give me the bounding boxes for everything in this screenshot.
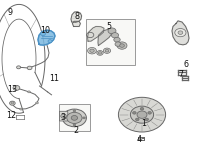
Circle shape — [73, 124, 76, 126]
Circle shape — [48, 40, 52, 43]
Circle shape — [114, 37, 120, 42]
Polygon shape — [98, 29, 112, 46]
Circle shape — [118, 97, 166, 132]
Circle shape — [62, 109, 86, 127]
Circle shape — [83, 117, 85, 119]
Circle shape — [135, 118, 139, 121]
Circle shape — [140, 107, 144, 110]
Circle shape — [73, 110, 76, 112]
Circle shape — [28, 91, 30, 93]
Circle shape — [67, 112, 82, 123]
Circle shape — [120, 44, 124, 47]
FancyBboxPatch shape — [86, 19, 135, 65]
Circle shape — [117, 42, 127, 49]
Circle shape — [130, 106, 154, 123]
Circle shape — [71, 116, 78, 120]
FancyBboxPatch shape — [59, 111, 68, 121]
Circle shape — [61, 114, 66, 118]
Text: 10: 10 — [40, 26, 50, 35]
Text: 8: 8 — [74, 12, 80, 21]
Text: 1: 1 — [142, 119, 146, 128]
Text: 3: 3 — [60, 113, 66, 122]
Polygon shape — [88, 26, 104, 41]
Polygon shape — [71, 12, 82, 22]
Text: 12: 12 — [6, 111, 16, 120]
Circle shape — [148, 112, 151, 114]
Circle shape — [108, 28, 116, 34]
Circle shape — [88, 47, 96, 54]
Circle shape — [115, 42, 121, 46]
Circle shape — [98, 52, 102, 54]
Circle shape — [137, 111, 147, 118]
Circle shape — [111, 33, 119, 38]
Circle shape — [139, 137, 142, 140]
Circle shape — [41, 32, 45, 36]
Polygon shape — [72, 21, 80, 26]
Circle shape — [27, 66, 32, 70]
Text: 11: 11 — [49, 74, 59, 83]
Text: 7: 7 — [178, 70, 184, 80]
Circle shape — [10, 101, 15, 105]
Circle shape — [105, 49, 109, 52]
Circle shape — [17, 66, 21, 69]
Circle shape — [63, 117, 66, 119]
Text: 9: 9 — [7, 8, 12, 17]
Circle shape — [90, 49, 94, 52]
Polygon shape — [38, 30, 55, 45]
Circle shape — [36, 102, 38, 104]
Circle shape — [20, 108, 22, 110]
Polygon shape — [172, 21, 189, 45]
Circle shape — [178, 31, 183, 34]
Text: 13: 13 — [7, 85, 17, 94]
Circle shape — [97, 51, 103, 55]
Circle shape — [13, 85, 20, 90]
Text: 2: 2 — [73, 126, 79, 135]
Text: 4: 4 — [136, 135, 142, 144]
Circle shape — [145, 118, 149, 121]
Circle shape — [11, 102, 14, 104]
Text: 6: 6 — [184, 60, 188, 69]
Text: 5: 5 — [106, 22, 112, 31]
Circle shape — [103, 48, 111, 53]
Circle shape — [133, 112, 136, 114]
Circle shape — [175, 29, 186, 37]
FancyBboxPatch shape — [59, 104, 90, 131]
